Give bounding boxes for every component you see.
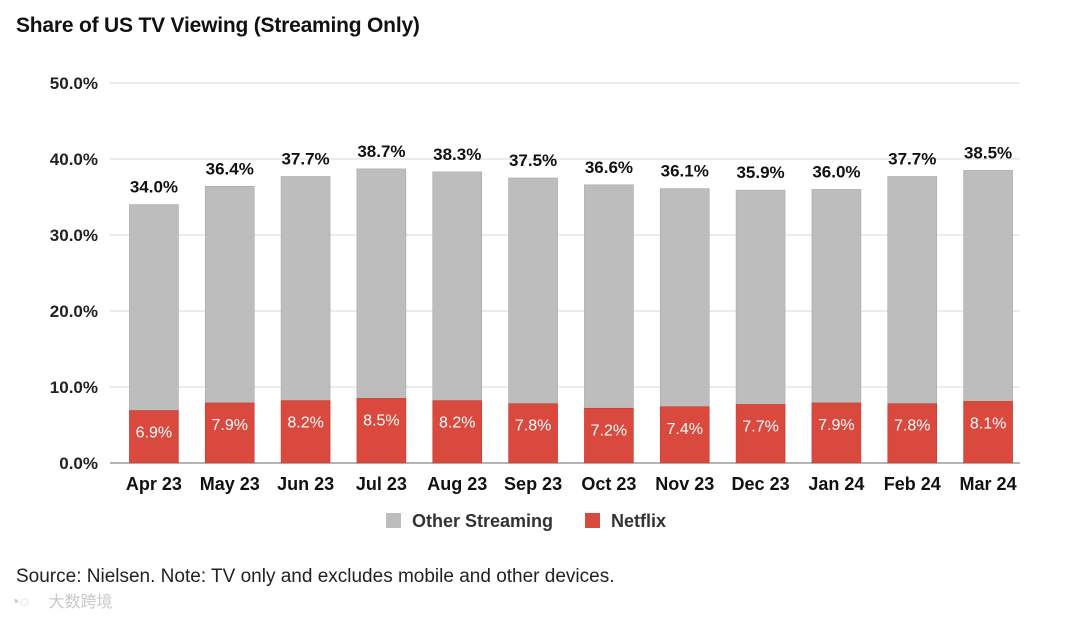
bar-netflix bbox=[887, 403, 938, 464]
x-tick-label: Jul 23 bbox=[356, 474, 407, 494]
x-tick-label: May 23 bbox=[200, 474, 260, 494]
x-tick-label: Mar 24 bbox=[960, 474, 1017, 494]
bar-other-streaming bbox=[508, 177, 558, 405]
watermark-text: 大数跨境 bbox=[48, 594, 113, 611]
bar-netflix bbox=[735, 404, 786, 464]
total-data-label: 34.0% bbox=[130, 178, 178, 197]
chart-title: Share of US TV Viewing (Streaming Only) bbox=[16, 14, 420, 37]
legend-swatch-netflix bbox=[585, 513, 600, 528]
y-tick-label: 0.0% bbox=[59, 454, 98, 473]
y-tick-label: 30.0% bbox=[50, 226, 98, 245]
bar-netflix bbox=[508, 403, 558, 464]
x-tick-label: Nov 23 bbox=[655, 474, 714, 494]
netflix-data-label: 6.9% bbox=[136, 425, 172, 442]
bar-other-streaming bbox=[356, 168, 407, 399]
netflix-data-label: 7.9% bbox=[212, 417, 248, 434]
bar-netflix bbox=[280, 400, 331, 464]
watermark-logo-icon: ◔◌ bbox=[10, 594, 30, 611]
source-note: Source: Nielsen. Note: TV only and exclu… bbox=[16, 566, 615, 587]
x-tick-label: Oct 23 bbox=[581, 474, 636, 494]
total-data-label: 36.1% bbox=[661, 162, 709, 181]
total-data-label: 36.0% bbox=[812, 162, 860, 181]
watermark: ◔◌ 大数跨境 bbox=[10, 588, 112, 612]
bar-other-streaming bbox=[584, 184, 634, 409]
netflix-data-label: 8.5% bbox=[363, 412, 399, 429]
total-data-label: 38.5% bbox=[964, 143, 1012, 162]
total-data-label: 37.7% bbox=[888, 149, 936, 168]
x-tick-label: Jan 24 bbox=[808, 474, 864, 494]
x-tick-label: Aug 23 bbox=[427, 474, 487, 494]
bar-other-streaming bbox=[963, 170, 1013, 402]
netflix-data-label: 8.2% bbox=[287, 415, 323, 432]
total-data-label: 36.4% bbox=[206, 159, 254, 178]
total-data-label: 38.3% bbox=[433, 145, 481, 164]
netflix-data-label: 7.8% bbox=[894, 418, 930, 435]
bar-netflix bbox=[432, 400, 483, 464]
bar-netflix bbox=[129, 410, 179, 464]
bar-netflix bbox=[204, 402, 255, 464]
total-data-label: 36.6% bbox=[585, 158, 633, 177]
y-tick-label: 10.0% bbox=[50, 378, 98, 397]
bar-netflix bbox=[811, 402, 862, 464]
bar-netflix bbox=[356, 398, 407, 464]
total-data-label: 35.9% bbox=[736, 163, 784, 182]
x-tick-label: Apr 23 bbox=[126, 474, 182, 494]
legend-swatch-other-streaming bbox=[386, 513, 401, 528]
x-tick-label: Jun 23 bbox=[277, 474, 334, 494]
x-tick-label: Sep 23 bbox=[504, 474, 562, 494]
bar-other-streaming bbox=[659, 188, 710, 408]
x-tick-label: Dec 23 bbox=[732, 474, 790, 494]
bar-other-streaming bbox=[811, 189, 862, 404]
netflix-data-label: 7.2% bbox=[591, 422, 627, 439]
total-data-label: 38.7% bbox=[357, 142, 405, 161]
bar-other-streaming bbox=[129, 204, 179, 411]
netflix-data-label: 7.4% bbox=[667, 421, 703, 438]
total-data-label: 37.7% bbox=[281, 149, 329, 168]
netflix-data-label: 8.1% bbox=[970, 415, 1006, 432]
y-tick-label: 50.0% bbox=[50, 74, 98, 93]
bar-other-streaming bbox=[280, 176, 331, 401]
y-tick-label: 40.0% bbox=[50, 150, 98, 169]
legend-label-other-streaming: Other Streaming bbox=[412, 511, 553, 531]
netflix-data-label: 8.2% bbox=[439, 415, 475, 432]
netflix-data-label: 7.7% bbox=[742, 418, 778, 435]
bar-netflix bbox=[963, 401, 1013, 464]
total-data-label: 37.5% bbox=[509, 151, 557, 170]
bar-other-streaming bbox=[887, 176, 938, 405]
x-tick-label: Feb 24 bbox=[884, 474, 941, 494]
bar-other-streaming bbox=[204, 186, 255, 404]
bar-netflix bbox=[584, 407, 634, 464]
bar-other-streaming bbox=[432, 171, 483, 401]
stacked-bar-chart: 0.0% 10.0% 20.0% 30.0% 40.0% 50.0% 6.9% 34.0% Ap… bbox=[50, 74, 1020, 531]
y-tick-label: 20.0% bbox=[50, 302, 98, 321]
legend-label-netflix: Netflix bbox=[611, 511, 666, 531]
bar-netflix bbox=[659, 406, 710, 464]
bar-other-streaming bbox=[735, 189, 786, 405]
netflix-data-label: 7.8% bbox=[515, 418, 551, 435]
netflix-data-label: 7.9% bbox=[818, 417, 854, 434]
